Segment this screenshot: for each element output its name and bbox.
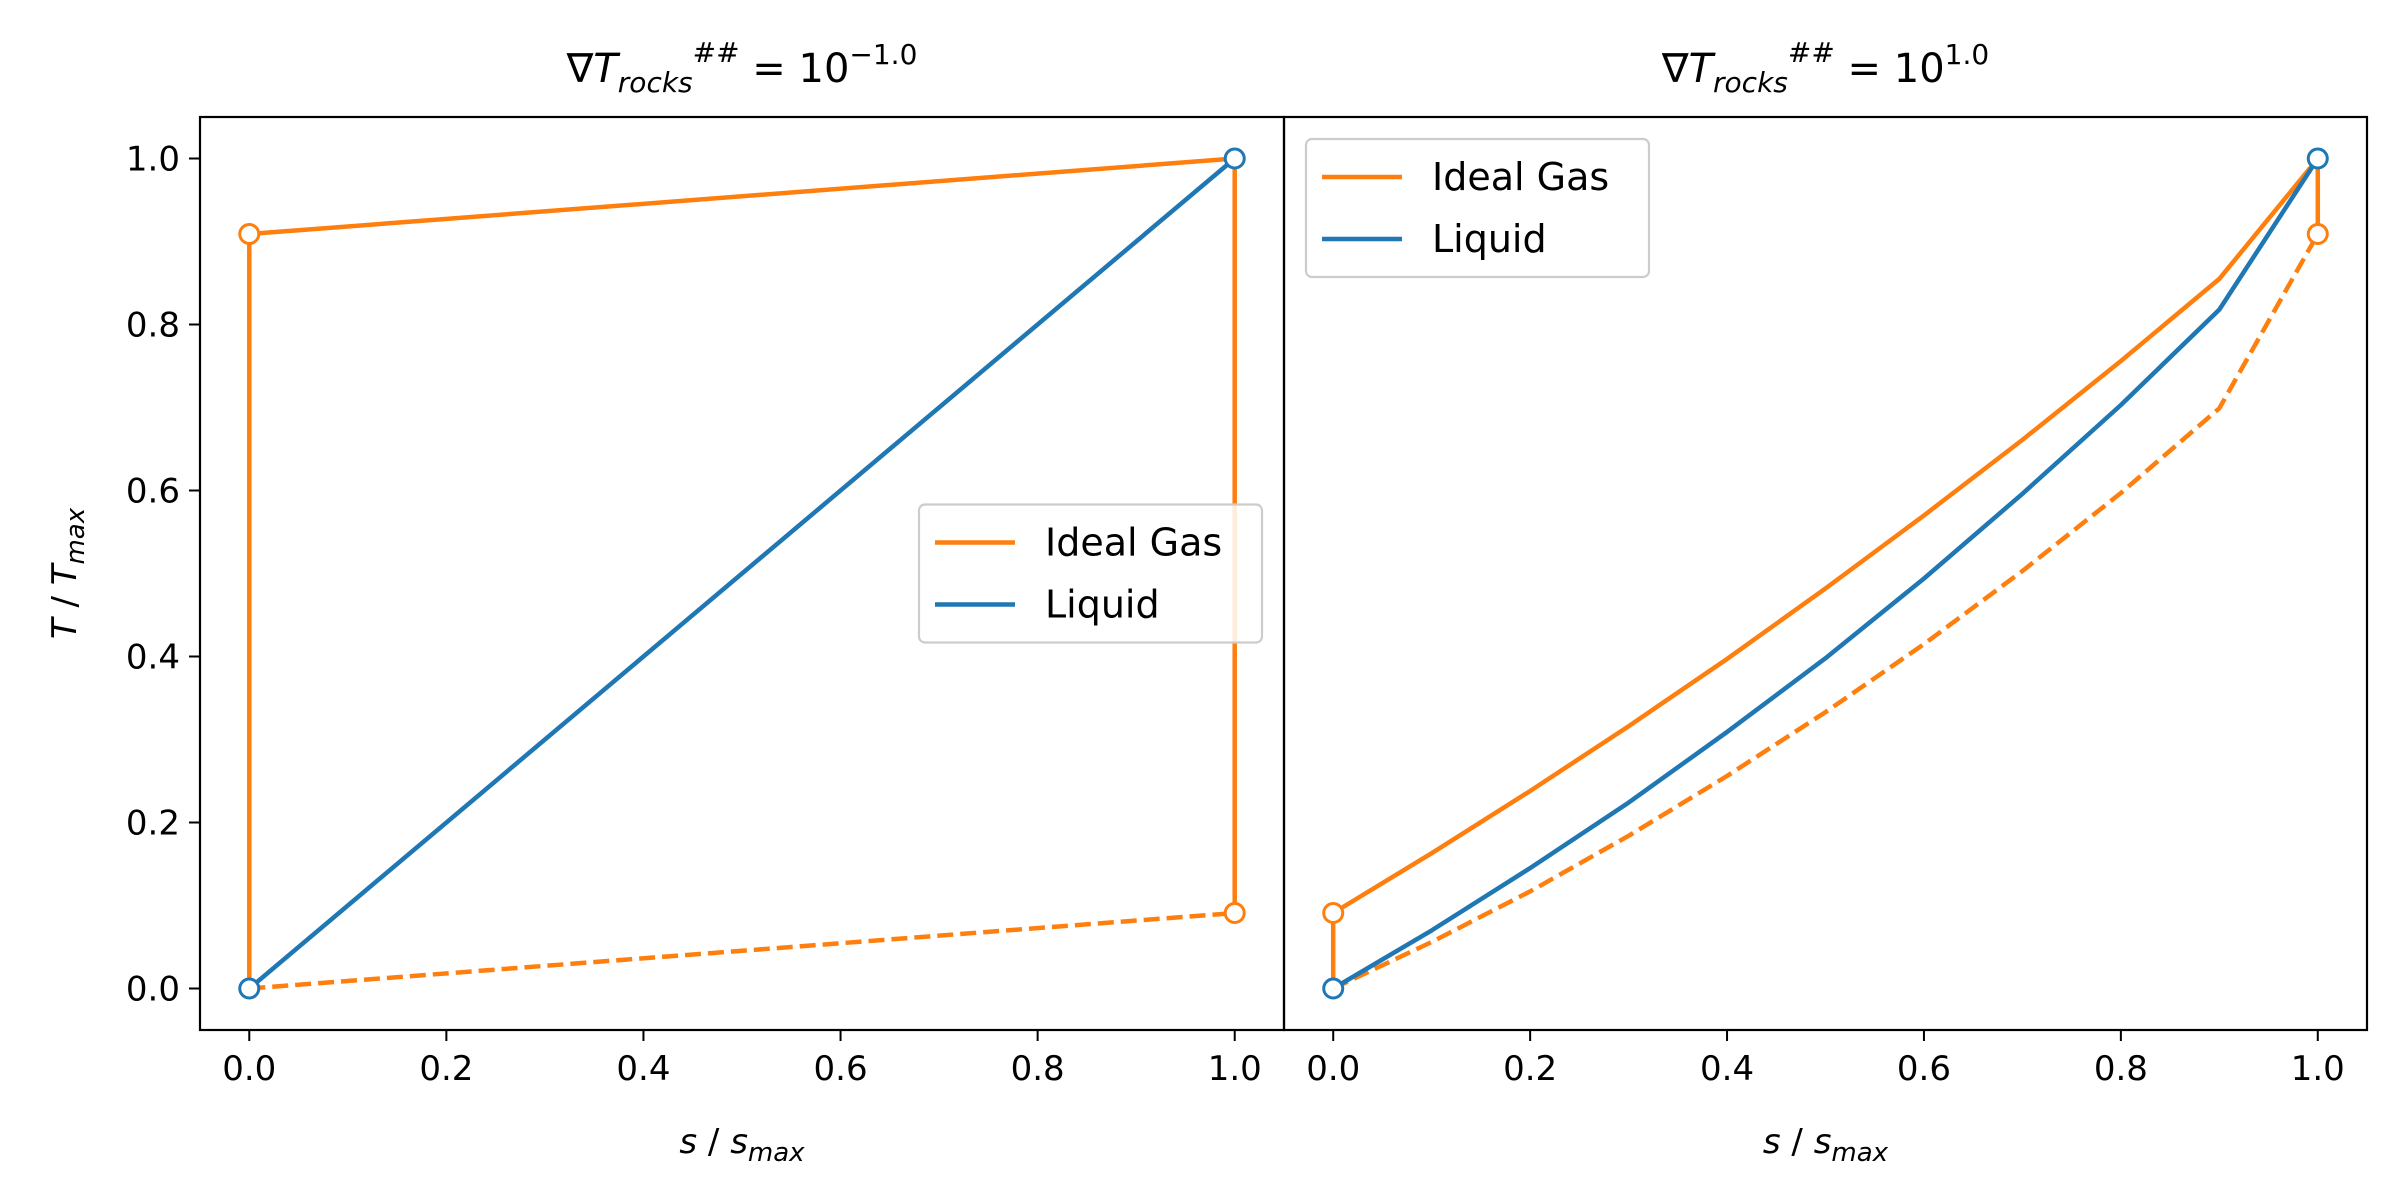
panel-2-series-1-line [1330, 156, 2321, 989]
panel-2-legend: Ideal Gas Liquid [1304, 137, 1651, 279]
legend-label-1: Ideal Gas [1432, 155, 1609, 199]
panel-1-y-tick-label-3: 0.6 [126, 472, 180, 512]
panel-2-x-tick-label-0: 0.0 [1306, 1049, 1360, 1089]
panel-1-x-tick-label-5: 1.0 [1208, 1049, 1262, 1089]
legend-box [917, 503, 1264, 644]
panel-2-series-2-dashed [1332, 232, 2320, 991]
panel-1-marker-1 [238, 223, 261, 246]
legend-label-2: Liquid [1045, 583, 1160, 627]
legend-box [1304, 137, 1651, 279]
panel-1-title: ∇Trocks## = 10−1.0 [566, 36, 918, 99]
panel-2-x-axis-label: s / smax [1763, 1122, 1889, 1168]
panel-2-x-tick-label-5: 1.0 [2291, 1049, 2345, 1089]
panel-2-x-tick-label-1: 0.2 [1503, 1049, 1557, 1089]
panel-1-x-tick-label-2: 0.4 [616, 1049, 670, 1089]
legend-label-1: Ideal Gas [1045, 521, 1222, 565]
panel-1-x-tick-label-3: 0.6 [814, 1049, 868, 1089]
legend-label-2: Liquid [1432, 217, 1547, 261]
panel-2-marker-3 [1322, 977, 1345, 1000]
panel-1: ∇Trocks## = 10−1.0 0.0 0.2 0.4 0.6 0.8 1.0 0.0 0… [45, 36, 1286, 1168]
panel-1-y-axis-label: T / Tmax [45, 507, 91, 639]
panel-1-y-tick-label-4: 0.8 [126, 306, 180, 346]
panel-2-axes-frame [1282, 115, 2369, 1032]
panel-1-y-tick-label-1: 0.2 [126, 804, 180, 844]
panel-1-series-2-dashed [249, 910, 1235, 991]
panel-1-y-tick-label-0: 0.0 [126, 970, 180, 1010]
panel-2-marker-2 [2306, 223, 2329, 246]
panel-2-series-3-line [1332, 157, 2320, 991]
panel-1-marker-4 [1223, 147, 1246, 170]
panel-2-marker-1 [1322, 901, 1345, 924]
panel-1-y-tick-label-2: 0.4 [126, 638, 180, 678]
panel-2-title: ∇Trocks## = 101.0 [1661, 36, 1989, 99]
panel-2-x-tick-label-4: 0.8 [2094, 1049, 2148, 1089]
panel-1-y-tick-label-5: 1.0 [126, 140, 180, 180]
panel-1-series-3-line [247, 156, 1237, 991]
panel-1-x-axis-label: s / smax [679, 1122, 805, 1168]
panel-2: ∇Trocks## = 101.0 0.0 0.2 0.4 0.6 0.8 1.0 s / s… [1282, 36, 2369, 1168]
panel-1-x-tick-label-1: 0.2 [419, 1049, 473, 1089]
panels: ∇Trocks## = 10−1.0 0.0 0.2 0.4 0.6 0.8 1.0 0.0 0… [45, 36, 2369, 1168]
panel-1-marker-3 [238, 977, 261, 1000]
panel-1-x-tick-label-4: 0.8 [1011, 1049, 1065, 1089]
panel-2-x-tick-label-2: 0.4 [1700, 1049, 1754, 1089]
panel-2-x-tick-label-3: 0.6 [1897, 1049, 1951, 1089]
panel-2-marker-4 [2306, 147, 2329, 170]
panel-1-legend: Ideal Gas Liquid [917, 503, 1264, 644]
panel-1-marker-2 [1223, 901, 1246, 924]
panel-1-x-tick-label-0: 0.0 [222, 1049, 276, 1089]
